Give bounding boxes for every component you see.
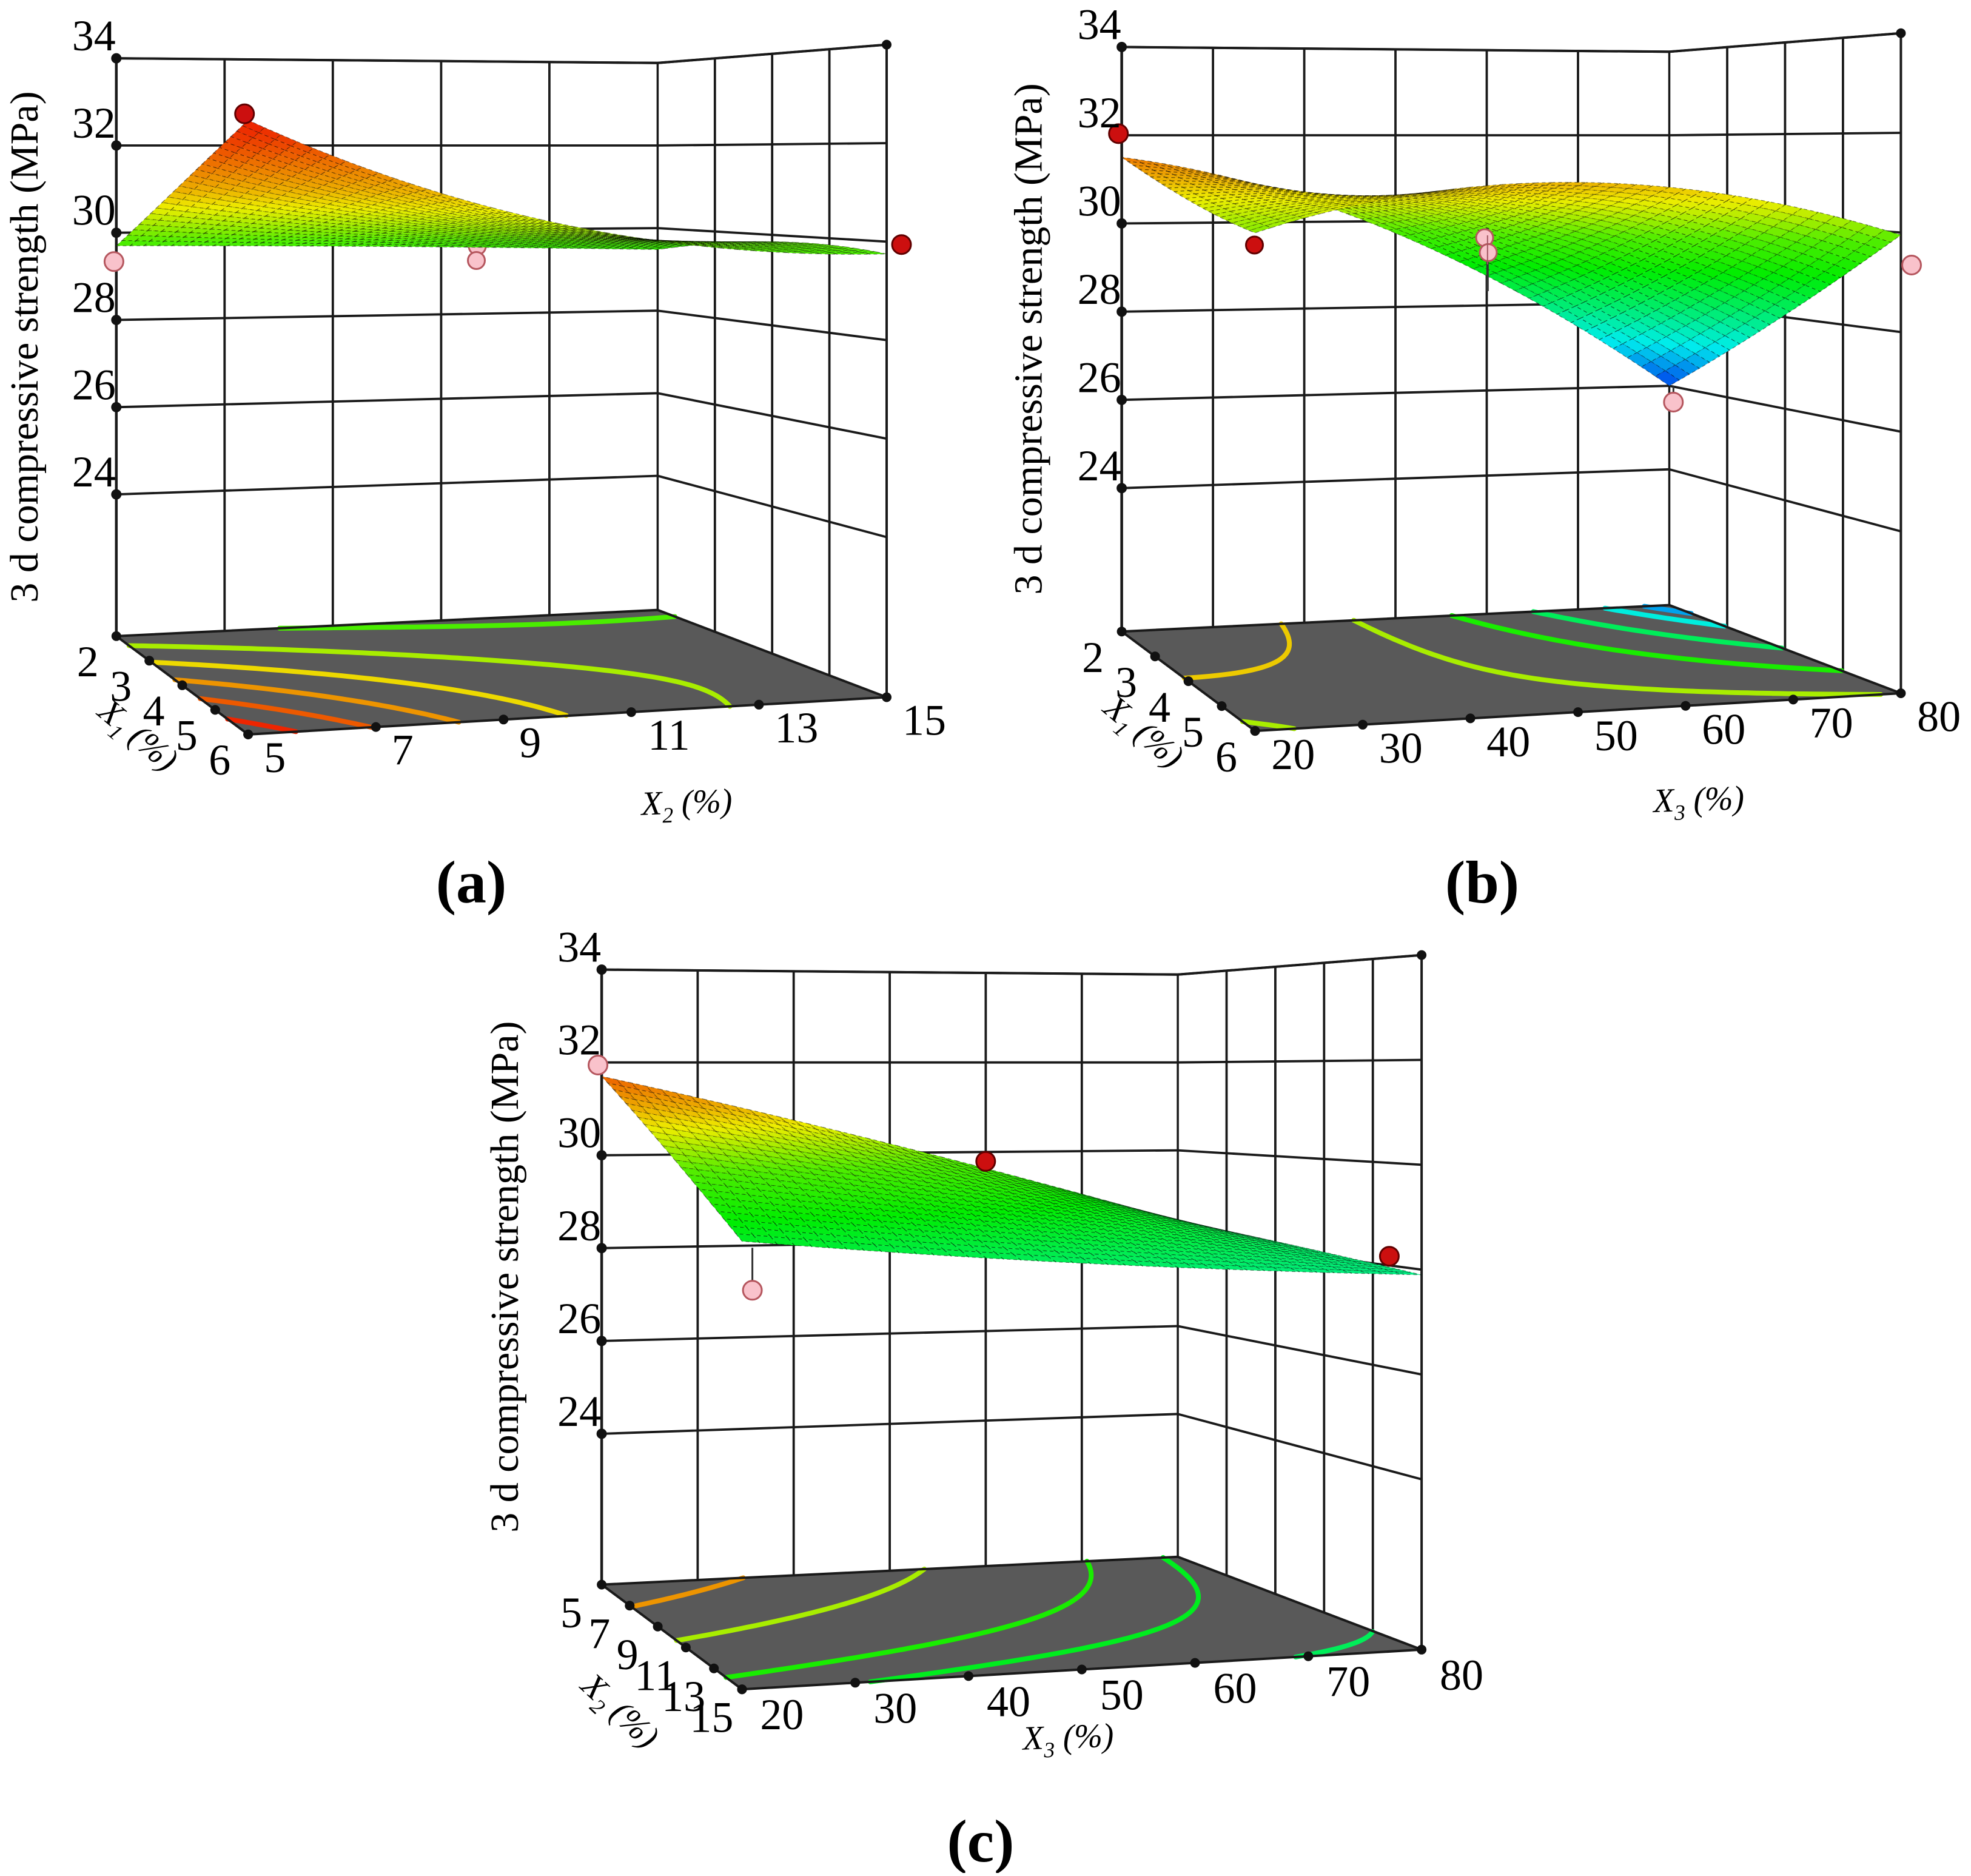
svg-text:7: 7 bbox=[392, 726, 414, 775]
svg-text:34: 34 bbox=[72, 12, 116, 60]
svg-text:2: 2 bbox=[77, 637, 99, 686]
svg-text:28: 28 bbox=[72, 274, 116, 322]
svg-text:60: 60 bbox=[1214, 1664, 1257, 1713]
svg-text:40: 40 bbox=[1486, 718, 1530, 766]
svg-text:30: 30 bbox=[557, 1109, 601, 1157]
svg-text:32: 32 bbox=[72, 99, 116, 147]
svg-text:9: 9 bbox=[617, 1630, 639, 1679]
svg-text:6: 6 bbox=[209, 736, 230, 784]
svg-text:(c): (c) bbox=[947, 1807, 1015, 1873]
svg-text:6: 6 bbox=[1215, 733, 1237, 781]
svg-text:80: 80 bbox=[1440, 1651, 1483, 1699]
svg-text:50: 50 bbox=[1100, 1671, 1144, 1720]
svg-text:5: 5 bbox=[176, 711, 198, 759]
svg-text:5: 5 bbox=[560, 1589, 582, 1637]
svg-text:32: 32 bbox=[557, 1016, 601, 1064]
svg-text:3: 3 bbox=[1115, 658, 1137, 707]
svg-text:X3 (%): X3 (%) bbox=[1651, 779, 1745, 825]
svg-text:11: 11 bbox=[648, 711, 690, 759]
svg-text:15: 15 bbox=[902, 696, 946, 745]
svg-text:3: 3 bbox=[110, 662, 132, 710]
svg-text:40: 40 bbox=[987, 1677, 1030, 1726]
svg-text:3 d compressive strength (MPa): 3 d compressive strength (MPa) bbox=[483, 1021, 527, 1533]
svg-text:4: 4 bbox=[143, 687, 165, 735]
svg-text:30: 30 bbox=[873, 1684, 917, 1732]
svg-text:28: 28 bbox=[1078, 265, 1121, 314]
svg-text:30: 30 bbox=[1078, 177, 1121, 225]
svg-text:26: 26 bbox=[72, 360, 116, 409]
svg-text:11: 11 bbox=[634, 1651, 676, 1699]
svg-text:5: 5 bbox=[264, 733, 286, 782]
svg-text:32: 32 bbox=[1078, 89, 1121, 137]
svg-text:24: 24 bbox=[557, 1387, 601, 1436]
svg-text:70: 70 bbox=[1810, 699, 1853, 747]
svg-text:34: 34 bbox=[557, 923, 601, 972]
svg-text:4: 4 bbox=[1149, 683, 1170, 731]
svg-text:20: 20 bbox=[760, 1690, 804, 1739]
svg-text:26: 26 bbox=[557, 1294, 601, 1343]
svg-text:30: 30 bbox=[72, 186, 116, 235]
svg-text:(b): (b) bbox=[1445, 849, 1519, 916]
svg-text:7: 7 bbox=[588, 1609, 610, 1658]
svg-text:70: 70 bbox=[1326, 1658, 1370, 1706]
svg-text:5: 5 bbox=[1182, 708, 1204, 756]
svg-text:28: 28 bbox=[557, 1202, 601, 1250]
svg-text:9: 9 bbox=[519, 718, 541, 767]
svg-text:50: 50 bbox=[1594, 711, 1638, 760]
svg-text:3 d compressive strength (MPa): 3 d compressive strength (MPa) bbox=[1007, 83, 1051, 594]
svg-text:26: 26 bbox=[1078, 353, 1121, 402]
svg-text:30: 30 bbox=[1379, 724, 1423, 773]
svg-text:15: 15 bbox=[690, 1693, 733, 1741]
svg-text:24: 24 bbox=[1078, 442, 1121, 490]
svg-text:34: 34 bbox=[1078, 1, 1121, 49]
svg-text:(a): (a) bbox=[436, 849, 507, 916]
svg-text:80: 80 bbox=[1917, 693, 1961, 741]
svg-text:13: 13 bbox=[662, 1672, 705, 1721]
svg-text:24: 24 bbox=[72, 448, 116, 496]
svg-text:X3 (%): X3 (%) bbox=[1021, 1716, 1115, 1763]
svg-text:2: 2 bbox=[1082, 633, 1104, 682]
svg-text:60: 60 bbox=[1702, 705, 1745, 753]
svg-text:3 d compressive strength (MPa): 3 d compressive strength (MPa) bbox=[2, 91, 47, 602]
svg-text:13: 13 bbox=[774, 704, 818, 752]
svg-text:20: 20 bbox=[1271, 730, 1315, 779]
